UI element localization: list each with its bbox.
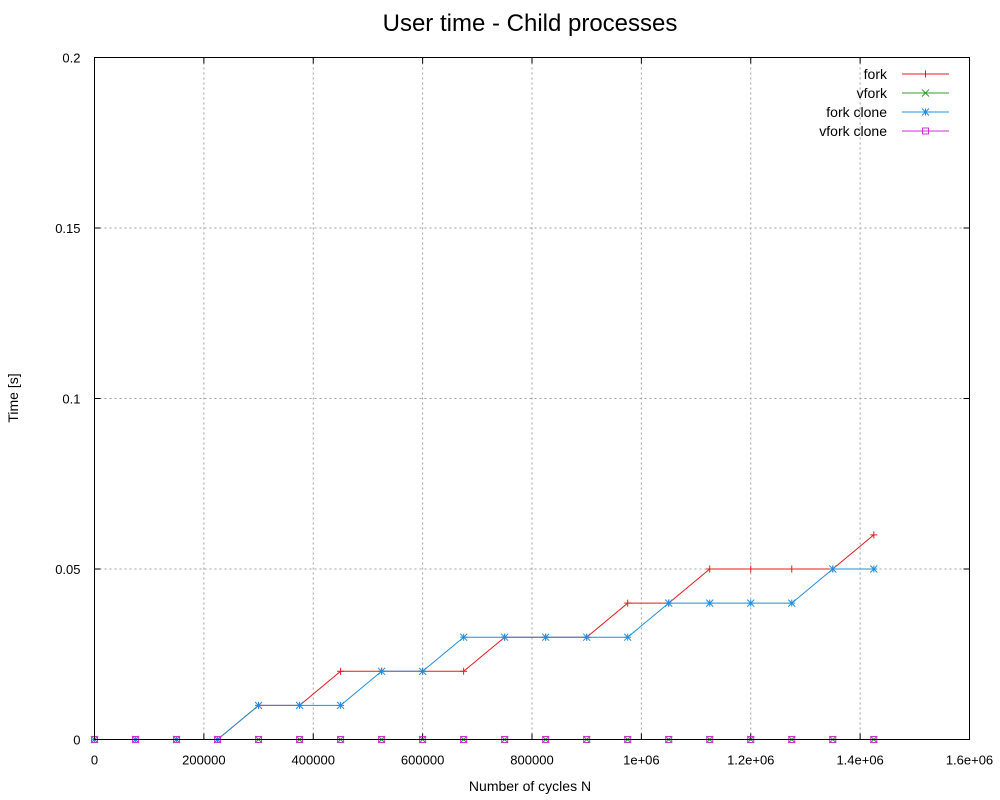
grid-lines: [94, 57, 970, 740]
x-tick-label: 1e+06: [623, 753, 660, 768]
data-point: [377, 667, 386, 676]
legend-label: fork: [864, 66, 888, 82]
x-tick-label: 1.6e+06: [946, 753, 993, 768]
y-tick-label: 0.05: [55, 562, 80, 577]
x-tick-label: 400000: [292, 753, 335, 768]
data-point: [869, 565, 878, 573]
data-point: [747, 565, 755, 573]
data-point: [921, 108, 930, 116]
y-tick-label: 0.15: [55, 221, 80, 236]
legend-label: vfork clone: [819, 123, 887, 139]
data-point: [582, 633, 591, 642]
legend-label: fork clone: [826, 104, 887, 120]
legend-entry: vfork clone: [819, 123, 949, 139]
data-point: [459, 633, 468, 642]
y-tick-label: 0.1: [62, 392, 80, 407]
x-tick-label: 0: [91, 753, 98, 768]
legend: fork vfork fork clone vfork clone: [819, 66, 949, 139]
data-point: [295, 701, 304, 710]
series-line: [94, 568, 874, 740]
data-point: [828, 565, 837, 573]
legend-label: vfork: [857, 85, 888, 101]
data-point: [705, 599, 714, 607]
data-point: [706, 565, 714, 573]
x-tick-label: 600000: [401, 753, 444, 768]
data-point: [460, 667, 468, 675]
data-point: [787, 599, 796, 607]
data-point: [500, 633, 509, 642]
data-point: [922, 127, 929, 135]
data-point: [623, 633, 632, 642]
y-tick-label: 0.2: [62, 51, 80, 66]
data-point: [418, 667, 427, 676]
chart-title: User time - Child processes: [383, 10, 678, 37]
axis-ticks: 0 200000 400000 600000 800000 1e+06 1.2e+06 1.4…: [55, 51, 993, 768]
legend-entry: fork clone: [826, 104, 949, 120]
data-point: [788, 565, 796, 573]
x-tick-label: 800000: [510, 753, 553, 768]
data-point: [870, 531, 878, 539]
x-tick-label: 1.4e+06: [836, 753, 883, 768]
x-tick-label: 1.2e+06: [727, 753, 774, 768]
data-point: [254, 701, 263, 710]
data-point: [336, 701, 345, 710]
data-point: [541, 633, 550, 642]
data-point: [337, 667, 345, 675]
plot-frame: [94, 57, 970, 740]
data-point: [922, 70, 929, 78]
data-point: [624, 599, 632, 607]
legend-entry: vfork: [857, 85, 949, 101]
data-point: [921, 89, 930, 97]
series-lines: [90, 531, 878, 744]
y-tick-label: 0: [73, 733, 80, 748]
x-axis-label: Number of cycles N: [469, 778, 591, 794]
legend-entry: fork: [864, 66, 949, 82]
x-tick-label: 200000: [182, 753, 225, 768]
y-axis-label: Time [s]: [5, 373, 21, 422]
data-point: [746, 599, 755, 607]
data-point: [664, 599, 673, 607]
